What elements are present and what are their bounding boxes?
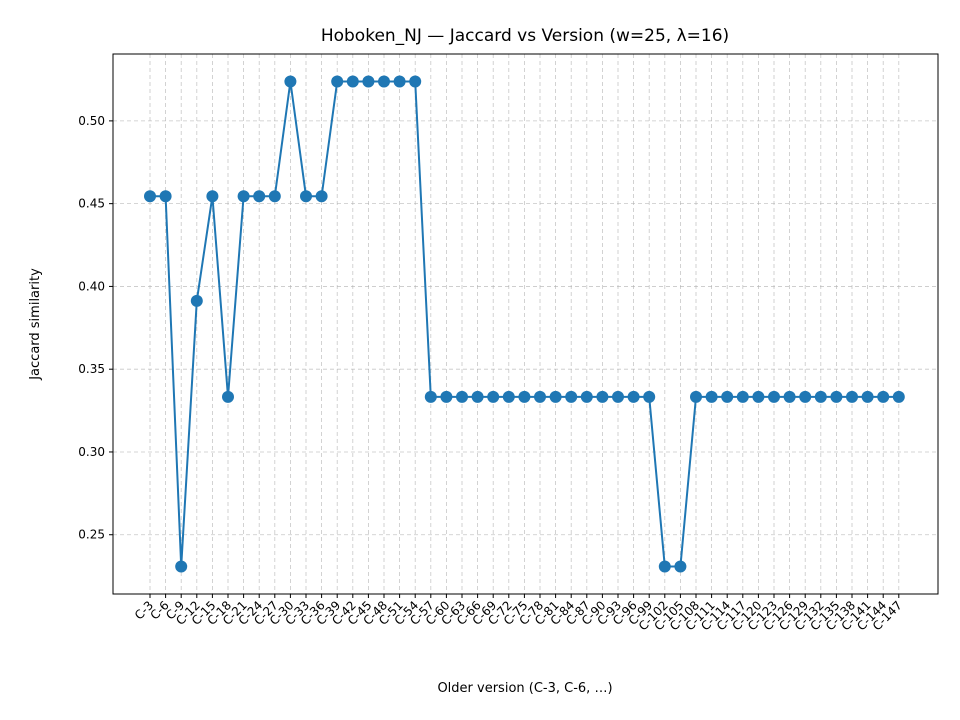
data-point — [331, 75, 344, 88]
data-point — [393, 75, 406, 88]
data-point — [175, 560, 188, 573]
data-point — [643, 390, 656, 403]
data-point — [565, 390, 578, 403]
data-point — [690, 390, 702, 403]
data-point — [253, 190, 266, 203]
data-point — [144, 190, 156, 203]
plot-frame — [112, 53, 939, 595]
data-point — [222, 390, 234, 403]
data-point — [877, 390, 890, 403]
data-point — [440, 390, 453, 403]
y-axis-ticks: 0.25 0.30 0.35 0.40 0.45 0.50 — [78, 114, 113, 542]
data-point — [768, 390, 780, 403]
data-point — [705, 390, 718, 403]
data-point — [799, 390, 812, 403]
data-point — [783, 390, 796, 403]
data-point — [409, 75, 422, 88]
series-points-group — [144, 75, 905, 573]
data-point — [237, 190, 250, 203]
data-point — [190, 294, 203, 307]
y-axis-label: Jaccard similarity — [28, 268, 43, 381]
data-point — [892, 390, 905, 403]
data-point — [674, 560, 687, 573]
data-point — [534, 390, 546, 403]
x-axis-label: Older version (C-3, C-6, …) — [437, 681, 612, 696]
data-point — [846, 390, 858, 403]
data-point — [830, 390, 843, 403]
data-point — [596, 390, 609, 403]
y-tick-label: 0.40 — [78, 279, 105, 293]
data-point — [721, 390, 734, 403]
grid — [113, 54, 938, 594]
data-point — [627, 390, 640, 403]
y-tick-label: 0.25 — [78, 528, 105, 542]
data-point — [487, 390, 500, 403]
data-point — [424, 390, 437, 403]
data-point — [658, 560, 671, 573]
data-point — [518, 390, 531, 403]
y-tick-label: 0.35 — [78, 362, 105, 376]
data-point — [300, 190, 312, 203]
data-point — [284, 75, 297, 88]
data-point — [378, 75, 390, 88]
data-point — [861, 390, 874, 403]
data-point — [612, 390, 624, 403]
data-point — [268, 190, 281, 203]
data-point — [580, 390, 593, 403]
data-point — [159, 190, 172, 203]
y-tick-label: 0.30 — [78, 445, 105, 459]
y-tick-label: 0.50 — [78, 114, 105, 128]
data-point — [346, 75, 359, 88]
data-point — [315, 190, 328, 203]
data-point — [752, 390, 765, 403]
data-point — [814, 390, 827, 403]
data-point — [456, 390, 468, 403]
data-point — [471, 390, 484, 403]
data-point — [502, 390, 515, 403]
data-point — [736, 390, 749, 403]
y-tick-label: 0.45 — [78, 197, 105, 211]
chart-title: Hoboken_NJ — Jaccard vs Version (w=25, λ… — [321, 26, 729, 46]
data-point — [362, 75, 375, 88]
data-point — [206, 190, 219, 203]
data-point — [549, 390, 562, 403]
